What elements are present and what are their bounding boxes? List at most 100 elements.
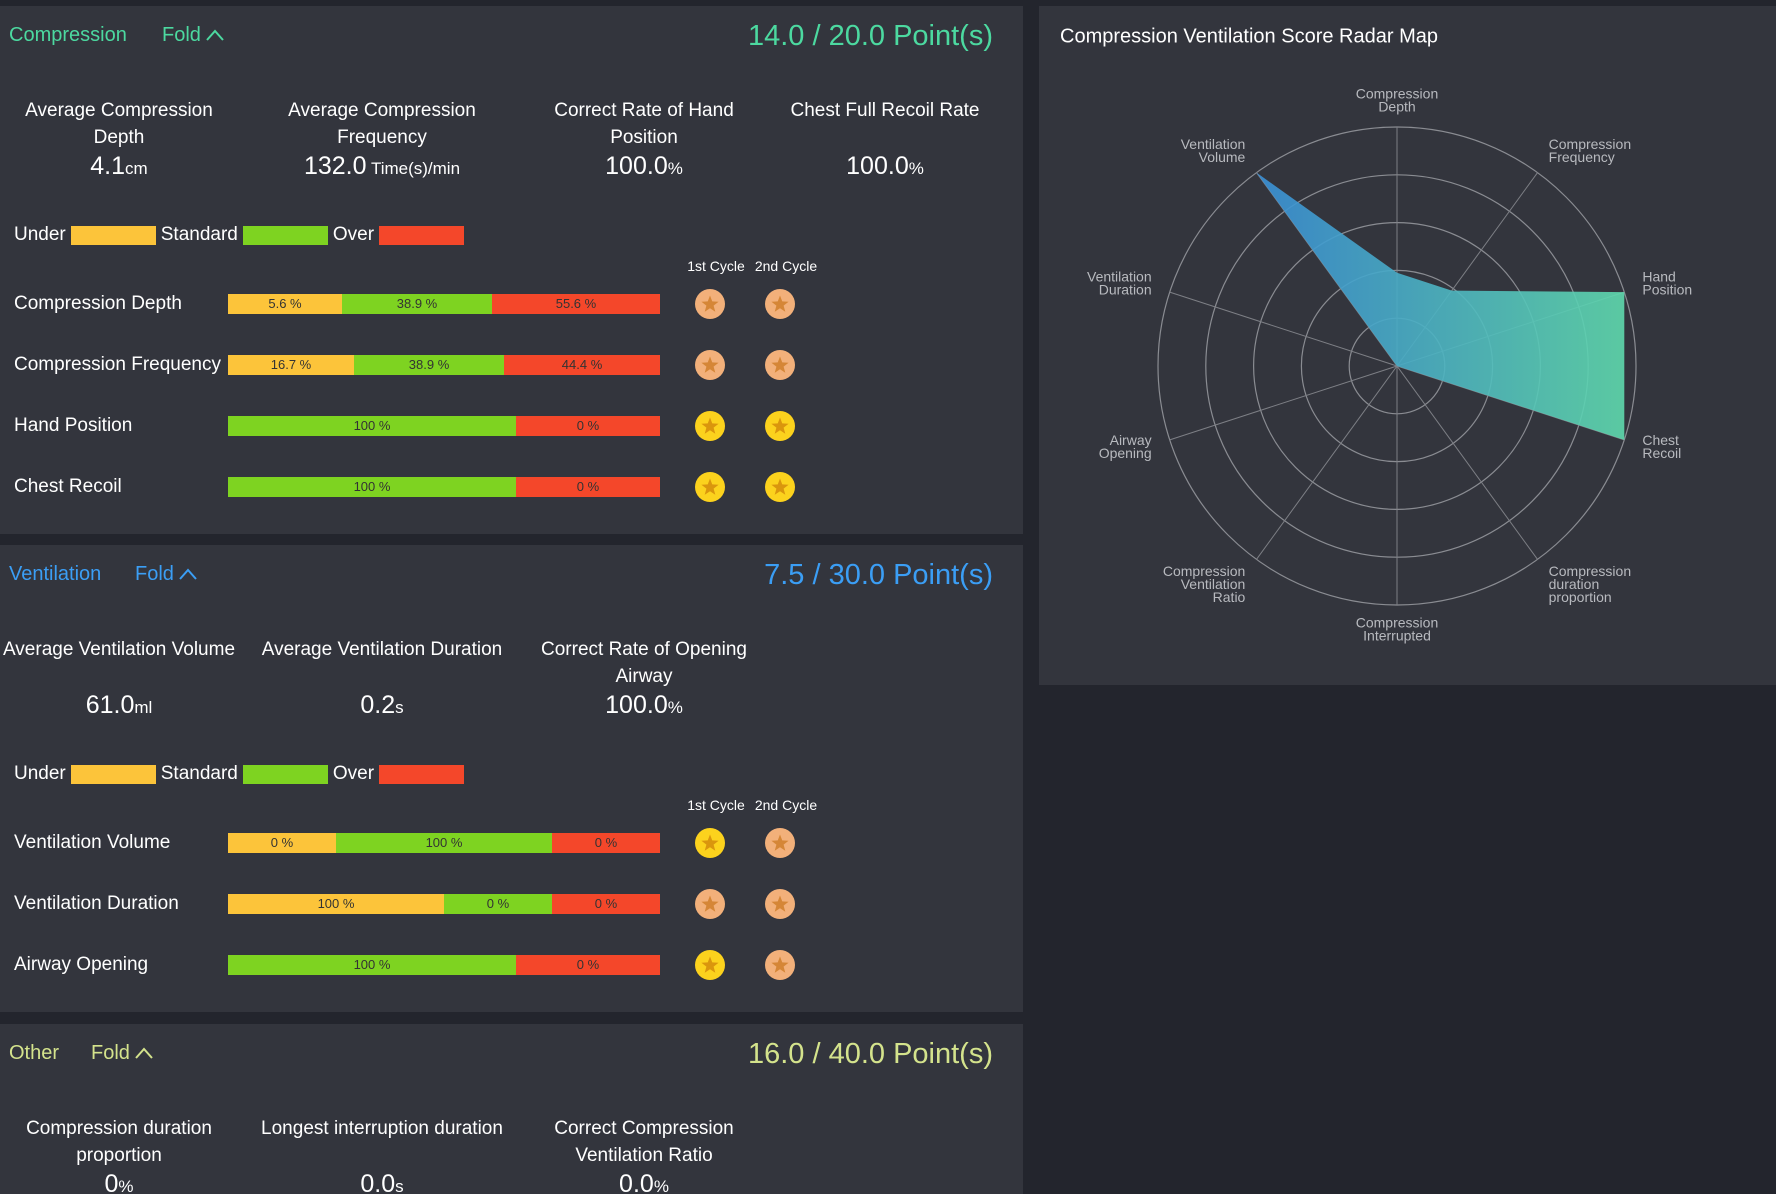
metric-value: 100.0	[846, 152, 909, 180]
row-label: Compression Depth	[14, 293, 182, 314]
star-shape	[701, 356, 719, 373]
cycle-star	[695, 411, 725, 441]
section-title: Ventilation	[9, 563, 102, 585]
legend: Under Standard Over	[14, 763, 469, 785]
metric-label: Correct Compression Ventilation Ratio	[554, 1118, 734, 1166]
star-shape	[771, 956, 789, 973]
metric-unit: Time(s)/min	[366, 159, 461, 178]
star-shape	[771, 417, 789, 434]
section-panel: Other Fold 16.0 / 40.0 Point(s) Compression…	[0, 1024, 1023, 1194]
star-shape	[701, 417, 719, 434]
bar-segment: 16.7 %	[228, 355, 355, 375]
star-shape	[701, 895, 719, 912]
radar-spoke	[1169, 291, 1398, 367]
fold-toggle[interactable]: Fold	[91, 1041, 154, 1065]
fold-toggle[interactable]: Fold	[162, 23, 225, 47]
metric-value-line: 0.2s	[261, 690, 503, 723]
star-shape	[701, 478, 719, 495]
metric-unit: %	[908, 159, 924, 178]
legend-swatch	[70, 764, 156, 784]
metric-label: Compression duration proportion	[26, 1118, 212, 1166]
radar-spoke	[1396, 365, 1538, 560]
metric-value-line: 0%	[0, 1169, 240, 1194]
bar-segment: 0 %	[552, 894, 660, 914]
row-label: Hand Position	[14, 415, 133, 436]
bar-segment: 0 %	[516, 955, 660, 975]
cycle-star	[695, 828, 725, 858]
section-score: 16.0 / 40.0 Point(s)	[747, 1038, 993, 1070]
metric-value-line: 4.1cm	[0, 151, 240, 184]
bar-segment: 38.9 %	[354, 355, 505, 375]
cycle-star	[695, 472, 725, 502]
metric-value: 100.0	[605, 691, 668, 719]
metric: Correct Rate of Opening Airway 100.0%	[523, 636, 765, 723]
radar-axis-label: Compression Ventilation Ratio	[1163, 563, 1246, 605]
legend-swatch	[379, 764, 465, 784]
star-shape	[771, 895, 789, 912]
metric: Correct Compression Ventilation Ratio 0.0…	[523, 1115, 765, 1194]
metric-value-line: 100.0%	[523, 690, 765, 723]
fold-icon	[206, 29, 224, 41]
fold-toggle[interactable]: Fold	[135, 562, 198, 586]
metric-value: 132.0	[303, 152, 367, 180]
bar-segment: 100 %	[228, 477, 516, 497]
section-score: 14.0 / 20.0 Point(s)	[747, 20, 993, 52]
radar-axis-label: Compression Depth	[1356, 86, 1438, 115]
star-shape	[771, 478, 789, 495]
row-label: Airway Opening	[14, 954, 149, 975]
metric-value: 4.1	[90, 152, 126, 180]
metric: Average Compression Depth 4.1cm	[0, 97, 240, 184]
bar-segment: 100 %	[228, 416, 516, 436]
section-title: Compression	[9, 24, 127, 46]
legend-swatch	[242, 764, 328, 784]
cycle-star	[765, 289, 795, 319]
metric-unit: cm	[125, 159, 148, 178]
metric-unit: %	[118, 1177, 134, 1194]
metric: Average Compression Frequency 132.0 Time(…	[261, 97, 503, 184]
metric-label: Correct Rate of Hand Position	[554, 100, 734, 148]
radar-axis-label: Compression Frequency	[1549, 136, 1631, 165]
metric-label: Average Compression Frequency	[288, 100, 476, 148]
metric-label: Average Compression Depth	[25, 100, 213, 148]
radar-axis-label: Ventilation Duration	[1087, 268, 1152, 297]
metric-unit: s	[395, 698, 404, 717]
legend-label: Over	[332, 224, 375, 245]
star-shape	[771, 834, 789, 851]
metric-value: 100.0	[605, 152, 668, 180]
cycle-star	[765, 828, 795, 858]
legend-swatch	[379, 225, 465, 245]
distribution-bar: 100 % 0 %	[228, 477, 660, 497]
legend-swatch	[242, 225, 328, 245]
cycle-header: 2nd Cycle	[754, 797, 818, 813]
bar-segment: 100 %	[228, 894, 444, 914]
metric-value-line: 100.0%	[764, 151, 1006, 184]
metric-label: Average Ventilation Duration	[261, 639, 503, 660]
radar-chart: Compression Ventilation Score Radar Map …	[1060, 25, 1692, 644]
radar-axis-label: Chest Recoil	[1642, 432, 1681, 461]
metric-value: 0.2	[360, 691, 396, 719]
star-shape	[771, 356, 789, 373]
metric-unit: %	[653, 1177, 669, 1194]
star-shape	[771, 295, 789, 312]
radar-axis-label: Compression duration proportion	[1549, 563, 1631, 605]
metric-unit: %	[667, 159, 683, 178]
radar-spoke	[1256, 365, 1398, 560]
legend-label: Over	[332, 763, 375, 784]
distribution-bar: 100 % 0 %	[228, 416, 660, 436]
metric: Average Ventilation Duration 0.2s	[261, 636, 503, 723]
cycle-star	[695, 289, 725, 319]
cycle-header: 1st Cycle	[687, 797, 745, 813]
section-panel: Ventilation Fold 7.5 / 30.0 Point(s) Averag…	[0, 545, 1023, 1012]
cycle-star	[765, 411, 795, 441]
metric-value: 61.0	[85, 691, 135, 719]
radar-spoke	[1169, 365, 1398, 441]
section-score: 7.5 / 30.0 Point(s)	[764, 559, 993, 591]
star-shape	[701, 956, 719, 973]
bar-segment: 100 %	[228, 955, 516, 975]
radar-panel: Compression Ventilation Score Radar Map …	[1039, 6, 1776, 685]
radar-axis-label: Compression Interrupted	[1356, 615, 1438, 644]
metric-value: 0	[104, 1170, 119, 1194]
metric-value: 0.0	[619, 1170, 654, 1194]
bar-segment: 55.6 %	[491, 294, 660, 314]
metric: Average Ventilation Volume 61.0ml	[0, 636, 240, 723]
